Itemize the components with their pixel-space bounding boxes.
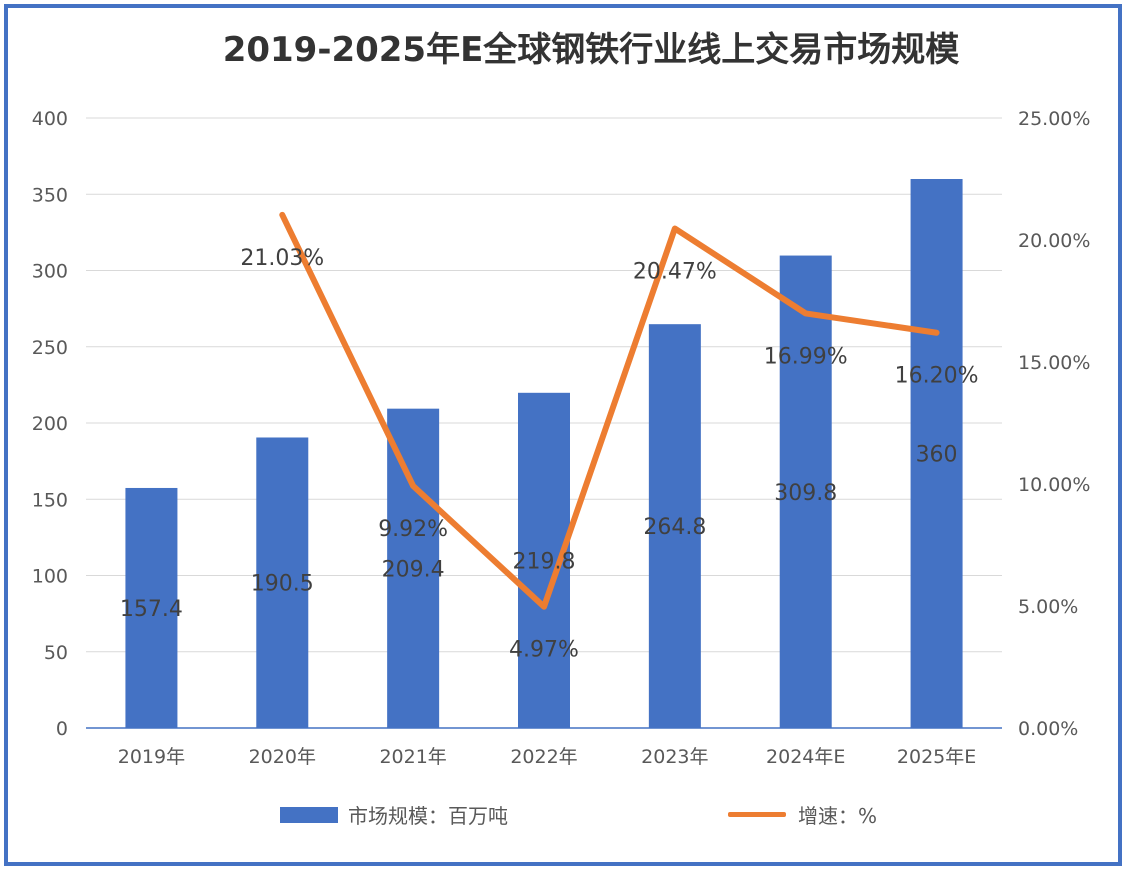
left-tick-label: 400 bbox=[32, 108, 68, 130]
right-tick-label: 0.00% bbox=[1018, 718, 1078, 740]
bar-data-label: 190.5 bbox=[251, 572, 314, 597]
left-axis-ticks: 0 50 100 150 200 250 300 350 400 bbox=[32, 108, 68, 740]
x-tick-label: 2024年E bbox=[766, 746, 845, 768]
growth-line bbox=[279, 211, 940, 610]
left-tick-label: 100 bbox=[32, 566, 68, 588]
left-tick-label: 250 bbox=[32, 337, 68, 359]
bar-data-label: 209.4 bbox=[382, 557, 445, 582]
legend: 市场规模：百万吨 增速：% bbox=[0, 800, 1126, 830]
x-axis-labels: 2019年 2020年 2021年 2022年 2023年 2024年E 2025年E bbox=[118, 746, 977, 768]
line-data-label: 4.97% bbox=[509, 638, 579, 663]
bar bbox=[387, 408, 440, 728]
legend-item-line: 增速：% bbox=[728, 800, 877, 829]
line-series bbox=[279, 211, 940, 610]
left-tick-label: 350 bbox=[32, 184, 68, 206]
bar bbox=[256, 437, 309, 728]
line-data-label: 9.92% bbox=[378, 517, 448, 542]
bar bbox=[910, 179, 963, 728]
right-tick-label: 25.00% bbox=[1018, 108, 1090, 130]
left-tick-label: 50 bbox=[44, 642, 68, 664]
right-tick-label: 10.00% bbox=[1018, 474, 1090, 496]
line-data-label: 21.03% bbox=[240, 246, 324, 271]
bar-data-label: 360 bbox=[916, 443, 958, 468]
line-data-label: 20.47% bbox=[633, 260, 717, 285]
x-tick-label: 2021年 bbox=[379, 746, 446, 768]
legend-item-bar: 市场规模：百万吨 bbox=[280, 800, 508, 829]
line-data-label: 16.99% bbox=[764, 344, 848, 369]
bar-data-label: 264.8 bbox=[643, 515, 706, 540]
left-tick-label: 0 bbox=[56, 718, 68, 740]
bar bbox=[125, 487, 178, 728]
x-tick-label: 2023年 bbox=[641, 746, 708, 768]
legend-line-swatch bbox=[728, 812, 786, 817]
legend-bar-swatch bbox=[280, 806, 338, 823]
bar-data-label: 157.4 bbox=[120, 597, 183, 622]
x-tick-label: 2025年E bbox=[897, 746, 976, 768]
left-tick-label: 200 bbox=[32, 413, 68, 435]
bar bbox=[779, 255, 832, 728]
bar-data-label: 309.8 bbox=[774, 481, 837, 506]
right-tick-label: 20.00% bbox=[1018, 230, 1090, 252]
right-axis-ticks: 0.00% 5.00% 10.00% 15.00% 20.00% 25.00% bbox=[1018, 108, 1090, 740]
left-tick-label: 300 bbox=[32, 261, 68, 283]
x-tick-label: 2022年 bbox=[510, 746, 577, 768]
bar bbox=[648, 324, 701, 728]
line-data-label: 16.20% bbox=[895, 364, 979, 389]
right-tick-label: 15.00% bbox=[1018, 352, 1090, 374]
legend-bar-label: 市场规模：百万吨 bbox=[348, 804, 508, 828]
left-tick-label: 150 bbox=[32, 489, 68, 511]
legend-line-label: 增速：% bbox=[798, 804, 878, 828]
x-tick-label: 2019年 bbox=[118, 746, 185, 768]
data-labels: 157.4 190.5 209.4 219.8 264.8 309.8 360 21.03% 9… bbox=[120, 246, 979, 663]
chart-title: 2019-2025年E全球钢铁行业线上交易市场规模 bbox=[222, 30, 960, 70]
combo-chart: 0 50 100 150 200 250 300 350 400 0.00% 5.00% 10.00… bbox=[32, 108, 1091, 768]
right-tick-label: 5.00% bbox=[1018, 596, 1078, 618]
x-tick-label: 2020年 bbox=[249, 746, 316, 768]
bar-data-label: 219.8 bbox=[513, 549, 576, 574]
bar-series bbox=[125, 179, 963, 728]
